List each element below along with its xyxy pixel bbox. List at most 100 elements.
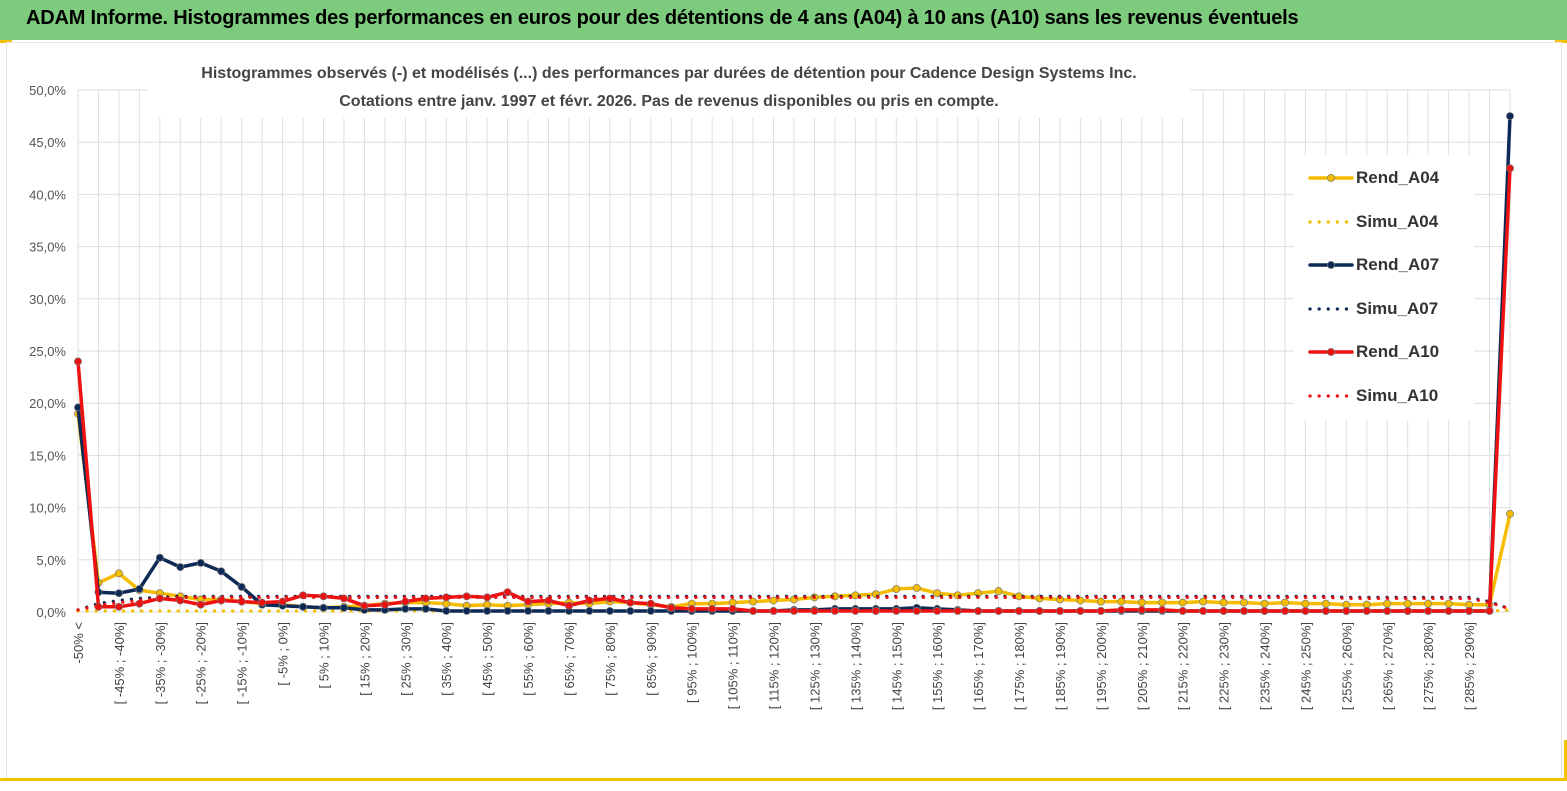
corner-accent-right (1564, 740, 1567, 778)
data-point (1035, 607, 1044, 615)
data-point (1158, 605, 1167, 614)
legend-swatch (1308, 174, 1354, 182)
data-point (401, 597, 410, 606)
data-point (483, 607, 492, 615)
data-point (176, 596, 185, 605)
data-point (1383, 607, 1392, 615)
data-point (1301, 599, 1310, 608)
data-point (524, 597, 533, 606)
legend-item: Simu_A07 (1294, 296, 1474, 322)
data-point (626, 607, 635, 615)
data-point (974, 607, 983, 615)
data-point (74, 357, 82, 366)
x-tick-label: [ 15% ; 20%] (357, 622, 372, 696)
x-tick-label: -50% < (71, 622, 86, 664)
data-point (1321, 607, 1330, 615)
y-tick-label: 0,0% (36, 605, 66, 620)
y-tick-label: 25,0% (29, 344, 66, 359)
data-point (585, 607, 594, 615)
x-tick-label: [ 115% ; 120%] (767, 622, 782, 709)
data-point (851, 591, 860, 600)
data-point (1219, 607, 1228, 615)
legend-item: Rend_A10 (1294, 339, 1474, 365)
data-point (278, 597, 287, 606)
x-tick-label: [ 185% ; 190%] (1053, 622, 1068, 710)
x-tick-label: [ 25% ; 30%] (398, 622, 413, 696)
legend-swatch (1308, 348, 1354, 356)
data-point (1403, 599, 1412, 608)
x-tick-label: [ 55% ; 60%] (521, 622, 536, 696)
y-tick-label: 15,0% (29, 448, 66, 463)
series-line (76, 594, 1512, 612)
data-point (237, 582, 246, 591)
data-point (155, 553, 164, 562)
legend-swatch (1308, 393, 1354, 398)
data-point (1240, 598, 1249, 607)
x-tick-label: [ 105% ; 110%] (726, 622, 741, 709)
data-point (994, 587, 1003, 596)
x-tick-label: [ 225% ; 230%] (1217, 622, 1232, 710)
legend-label: Rend_A07 (1356, 255, 1440, 274)
report-banner: ADAM Informe. Histogrammes des performan… (0, 0, 1567, 40)
data-point (196, 558, 205, 567)
chart-title-box: Histogrammes observés (-) et modélisés (… (148, 58, 1190, 118)
data-point (1506, 112, 1514, 121)
data-point (933, 589, 942, 598)
data-point (339, 603, 348, 612)
data-point (503, 607, 512, 615)
x-tick-label: [ -45% ; -40%] (112, 622, 127, 704)
data-point (380, 600, 389, 609)
x-tick-label: [ 125% ; 130%] (807, 622, 822, 710)
x-tick-label: [ 235% ; 240%] (1258, 622, 1273, 710)
data-point (1260, 599, 1269, 608)
x-tick-label: [ 95% ; 100%] (685, 622, 700, 703)
data-point (196, 600, 205, 609)
data-point (176, 563, 185, 572)
data-point (1383, 599, 1392, 608)
data-point (728, 604, 737, 613)
x-tick-label: [ 45% ; 50%] (480, 622, 495, 696)
corner-accent-top-right (1555, 40, 1567, 43)
legend-item: Simu_A04 (1294, 209, 1474, 235)
data-point (994, 607, 1003, 615)
y-tick-label: 20,0% (29, 396, 66, 411)
y-tick-label: 30,0% (29, 292, 66, 307)
chart-subtitle: Cotations entre janv. 1997 et févr. 2026… (339, 93, 999, 110)
data-point (769, 607, 778, 615)
y-tick-label: 40,0% (29, 187, 66, 202)
data-point (1199, 607, 1208, 615)
data-point (1015, 607, 1023, 615)
data-point (401, 604, 410, 613)
data-point (1137, 598, 1146, 607)
data-point (319, 603, 328, 612)
chart-legend: Rend_A04 Simu_A04 Rend_A07 Simu_A07 Rend_A10… (1294, 155, 1474, 420)
data-point (114, 569, 123, 578)
x-tick-label: [ 265% ; 270%] (1380, 622, 1395, 710)
data-point (1260, 607, 1269, 615)
data-point (626, 598, 635, 607)
y-tick-label: 45,0% (29, 135, 66, 150)
bottom-rule (0, 778, 1567, 781)
data-point (1055, 607, 1064, 615)
data-point (1178, 607, 1187, 615)
chart-title: Histogrammes observés (-) et modélisés (… (201, 65, 1137, 82)
data-point (605, 594, 614, 603)
report-title: ADAM Informe. Histogrammes des performan… (26, 7, 1299, 29)
x-tick-label: [ 135% ; 140%] (848, 622, 863, 710)
data-point (1076, 607, 1085, 615)
data-point (605, 607, 614, 615)
y-tick-label: 10,0% (29, 501, 66, 516)
data-point (217, 567, 226, 576)
data-point (1424, 599, 1433, 608)
y-tick-label: 35,0% (29, 240, 66, 255)
data-point (135, 585, 144, 593)
legend-swatch (1308, 219, 1354, 224)
data-point (1321, 599, 1330, 608)
data-point (646, 607, 655, 615)
data-point (892, 607, 901, 615)
data-point (1219, 598, 1228, 607)
legend-label: Rend_A04 (1356, 168, 1440, 187)
legend-swatch (1308, 261, 1354, 269)
data-point (851, 607, 860, 615)
